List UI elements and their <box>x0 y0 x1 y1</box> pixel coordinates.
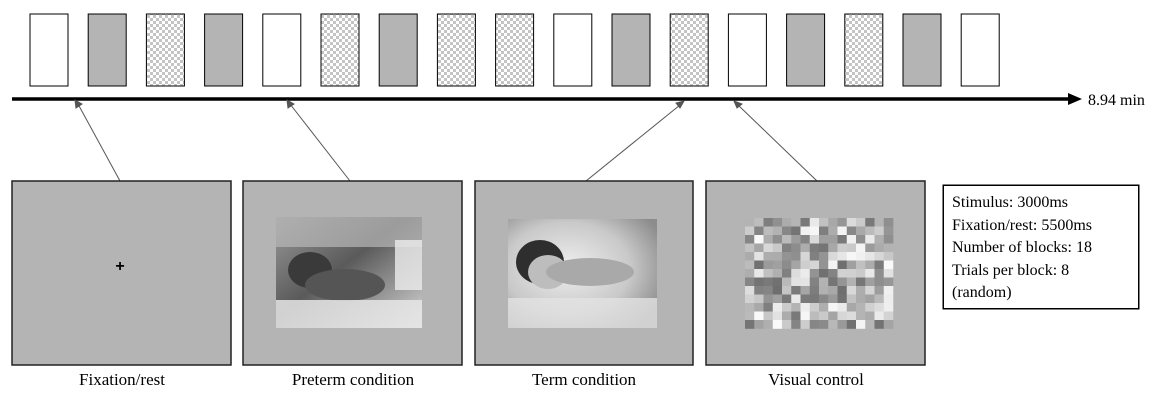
block-control <box>145 13 185 87</box>
block-rest <box>29 13 69 87</box>
pointer-arrows <box>74 99 818 182</box>
timeline-end-label: 8.94 min <box>1088 92 1145 109</box>
panel-fixation <box>11 180 232 366</box>
pointer-arrow-term <box>585 104 681 182</box>
block-control <box>495 13 535 87</box>
info-stimulus: Stimulus: 3000ms <box>952 194 1069 211</box>
info-fixation: Fixation/rest: 5500ms <box>952 216 1092 234</box>
pointer-arrow-control <box>737 104 818 182</box>
parameters-box: Stimulus: 3000ms Fixation/rest: 5500ms N… <box>943 185 1139 309</box>
block-control <box>669 13 709 87</box>
pointer-arrow-preterm <box>289 103 351 182</box>
caption-fixation: Fixation/rest <box>79 370 165 389</box>
info-blocks: Number of blocks: 18 <box>952 239 1092 256</box>
caption-control: Visual control <box>768 370 864 389</box>
term-infant-photo <box>508 219 657 328</box>
preterm-infant-photo <box>276 217 422 328</box>
pointer-arrow-rest <box>77 103 121 182</box>
timeline-arrowhead <box>1068 93 1082 105</box>
block-control <box>320 13 360 87</box>
block-control <box>844 13 884 87</box>
block-term <box>611 13 651 87</box>
info-trials: Trials per block: 8 <box>952 261 1070 279</box>
block-rest <box>727 13 767 87</box>
block-preterm <box>902 13 942 87</box>
caption-preterm: Preterm condition <box>291 370 415 389</box>
block-control <box>436 13 476 87</box>
scrambled-pixel-image <box>745 218 894 329</box>
block-rest <box>262 13 302 87</box>
block-preterm <box>786 13 826 87</box>
block-rest <box>553 13 593 87</box>
block-preterm <box>87 13 127 87</box>
block-rest <box>960 13 1000 87</box>
info-random: (random) <box>952 284 1012 301</box>
caption-term: Term condition <box>531 370 637 389</box>
fixation-cross-icon: + <box>115 258 125 275</box>
block-preterm <box>378 13 418 87</box>
timeline-blocks <box>29 13 1000 87</box>
block-preterm <box>204 13 244 87</box>
